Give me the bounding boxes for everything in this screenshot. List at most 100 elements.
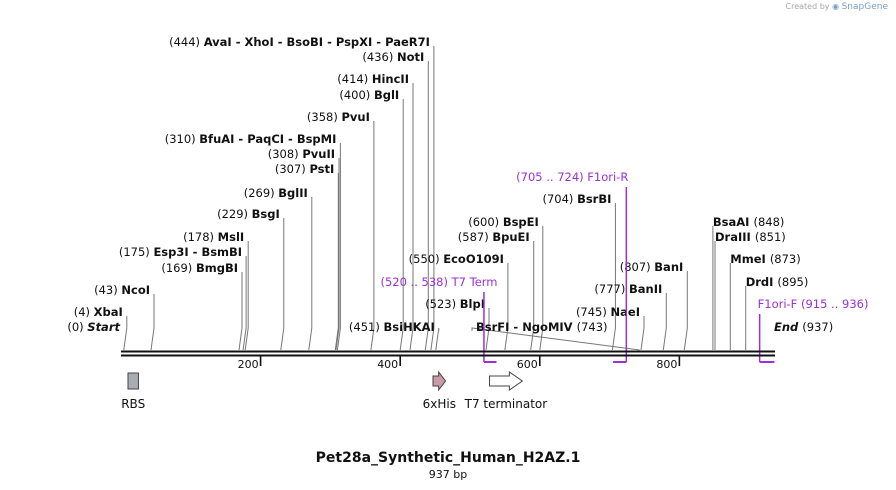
features-layer: RBS 6xHis T7 terminator xyxy=(121,370,548,411)
site-label-end[interactable]: End (937) xyxy=(774,320,833,334)
site-label-bani[interactable]: (807) BanI xyxy=(620,260,684,274)
site-position: (851) xyxy=(755,230,786,244)
site-position: (777) xyxy=(594,282,629,296)
site-position: (175) xyxy=(119,245,154,259)
primer-name: F1ori-R xyxy=(587,170,628,184)
site-position: (310) xyxy=(165,132,200,146)
site-label-drdi[interactable]: DrdI (895) xyxy=(746,275,809,289)
site-position: (743) xyxy=(577,320,608,334)
scale-tick-label-200: 200 xyxy=(238,358,259,371)
site-name: BmgBI xyxy=(196,261,238,275)
site-label-start[interactable]: (0) Start xyxy=(67,320,120,334)
site-position: (307) xyxy=(275,162,310,176)
site-position: (451) xyxy=(349,320,384,334)
site-name: BglII xyxy=(278,186,308,200)
site-label-bsrbi[interactable]: (704) BsrBI xyxy=(542,192,611,206)
site-line-hincii xyxy=(409,83,414,351)
site-position: (587) xyxy=(458,230,493,244)
primer-name: F1ori-F xyxy=(758,297,801,311)
primer-label-f1ori-f[interactable]: F1ori-F (915 .. 936) xyxy=(758,297,869,311)
site-label-mmei[interactable]: MmeI (873) xyxy=(730,252,800,266)
site-name: PvuI xyxy=(342,110,370,124)
site-label-bpuei[interactable]: (587) BpuEI xyxy=(458,230,530,244)
site-name: DrdI xyxy=(746,275,778,289)
site-label-psti[interactable]: (307) PstI xyxy=(275,162,334,176)
site-position: (444) xyxy=(169,35,204,49)
site-name: DraIII xyxy=(715,230,755,244)
site-position: (704) xyxy=(542,192,577,206)
site-position: (436) xyxy=(362,50,397,64)
site-name: BfuAI - PaqCI - BspMI xyxy=(199,132,336,146)
site-label-banii[interactable]: (777) BanII xyxy=(594,282,662,296)
site-position: (358) xyxy=(307,110,342,124)
site-name: HincII xyxy=(372,72,409,86)
feature-6xhis[interactable] xyxy=(432,370,447,392)
site-label-blpi[interactable]: (523) BlpI xyxy=(425,297,485,311)
site-label-bglii[interactable]: (269) BglII xyxy=(244,186,308,200)
site-name: XbaI xyxy=(94,305,123,319)
site-position: (523) xyxy=(425,297,460,311)
feature-rbs[interactable] xyxy=(127,372,139,390)
site-line-avai-xhoi-bsobi-pspxi-paer7i xyxy=(430,46,435,351)
site-name: AvaI - XhoI - BsoBI - PspXI - PaeR7I xyxy=(204,35,430,49)
site-label-avai-xhoi-bsobi-pspxi-paer7i[interactable]: (444) AvaI - XhoI - BsoBI - PspXI - PaeR… xyxy=(169,35,430,49)
site-name: BspEI xyxy=(503,215,539,229)
site-line-ncoi xyxy=(150,294,155,351)
site-line-bsgi xyxy=(280,218,285,351)
site-label-naei[interactable]: (745) NaeI xyxy=(576,305,640,319)
site-position: (269) xyxy=(244,186,279,200)
site-line-bfuai-paqci-bspmi xyxy=(336,143,341,351)
site-name: BanI xyxy=(654,260,683,274)
site-label-bsrfi-ngomiv[interactable]: BsrFI - NgoMIV (743) xyxy=(476,320,608,334)
site-position: (400) xyxy=(339,88,374,102)
site-label-bgli[interactable]: (400) BglI xyxy=(339,88,399,102)
site-label-bsgi[interactable]: (229) BsgI xyxy=(217,207,280,221)
site-name: BsaAI xyxy=(713,215,754,229)
site-label-bmgbi[interactable]: (169) BmgBI xyxy=(161,261,238,275)
site-label-msli[interactable]: (178) MslI xyxy=(183,230,244,244)
site-label-esp3i-bsmbi[interactable]: (175) Esp3I - BsmBI xyxy=(119,245,242,259)
primer-range: (520 .. 538) xyxy=(380,275,451,289)
site-line-blpi xyxy=(485,308,490,351)
site-line-esp3i-bsmbi xyxy=(242,256,247,351)
site-label-draiii[interactable]: DraIII (851) xyxy=(715,230,786,244)
feature-label-t7-terminator: T7 terminator xyxy=(464,397,548,411)
site-position: (600) xyxy=(468,215,503,229)
site-label-bfuai-paqci-bspmi[interactable]: (310) BfuAI - PaqCI - BspMI xyxy=(165,132,337,146)
site-name: BanII xyxy=(629,282,662,296)
site-position: (229) xyxy=(217,207,252,221)
site-line-bsrbi xyxy=(611,203,616,351)
site-label-pvuii[interactable]: (308) PvuII xyxy=(268,147,335,161)
site-line-bsrfi-ngomiv xyxy=(471,327,640,351)
feature-label-6xhis: 6xHis xyxy=(423,397,456,411)
scale-tick-label-600: 600 xyxy=(517,358,538,371)
site-label-noti[interactable]: (436) NotI xyxy=(362,50,424,64)
site-label-xbai[interactable]: (4) XbaI xyxy=(74,305,123,319)
feature-t7-terminator[interactable] xyxy=(489,371,524,391)
scale-tick-label-400: 400 xyxy=(377,358,398,371)
site-line-pvui xyxy=(370,121,375,351)
brand-name: SnapGene xyxy=(841,2,888,12)
site-label-bsaai[interactable]: BsaAI (848) xyxy=(713,215,785,229)
site-label-bsihkai[interactable]: (451) BsiHKAI xyxy=(349,320,435,334)
site-name: BlpI xyxy=(460,297,485,311)
site-line-naei xyxy=(640,316,645,351)
site-line-bspei xyxy=(539,226,544,351)
site-name: BsrFI - NgoMIV xyxy=(476,320,577,334)
site-label-bspei[interactable]: (600) BspEI xyxy=(468,215,539,229)
primer-name: T7 Term xyxy=(451,275,498,289)
site-name: EcoO109I xyxy=(443,252,504,266)
site-label-hincii[interactable]: (414) HincII xyxy=(337,72,409,86)
primers-layer: (520 .. 538) T7 Term (705 .. 724) F1ori-R… xyxy=(380,170,869,363)
site-label-ecoo109i[interactable]: (550) EcoO109I xyxy=(409,252,504,266)
site-position: (550) xyxy=(409,252,444,266)
site-label-ncoi[interactable]: (43) NcoI xyxy=(94,283,150,297)
site-lines-layer xyxy=(123,46,747,351)
primer-label-t7-term[interactable]: (520 .. 538) T7 Term xyxy=(380,275,497,289)
site-position: (873) xyxy=(770,252,801,266)
construct-title: Pet28a_Synthetic_Human_H2AZ.1 xyxy=(315,450,581,466)
site-line-msli xyxy=(244,241,249,351)
primer-label-f1ori-r[interactable]: (705 .. 724) F1ori-R xyxy=(516,170,628,184)
site-label-pvui[interactable]: (358) PvuI xyxy=(307,110,370,124)
